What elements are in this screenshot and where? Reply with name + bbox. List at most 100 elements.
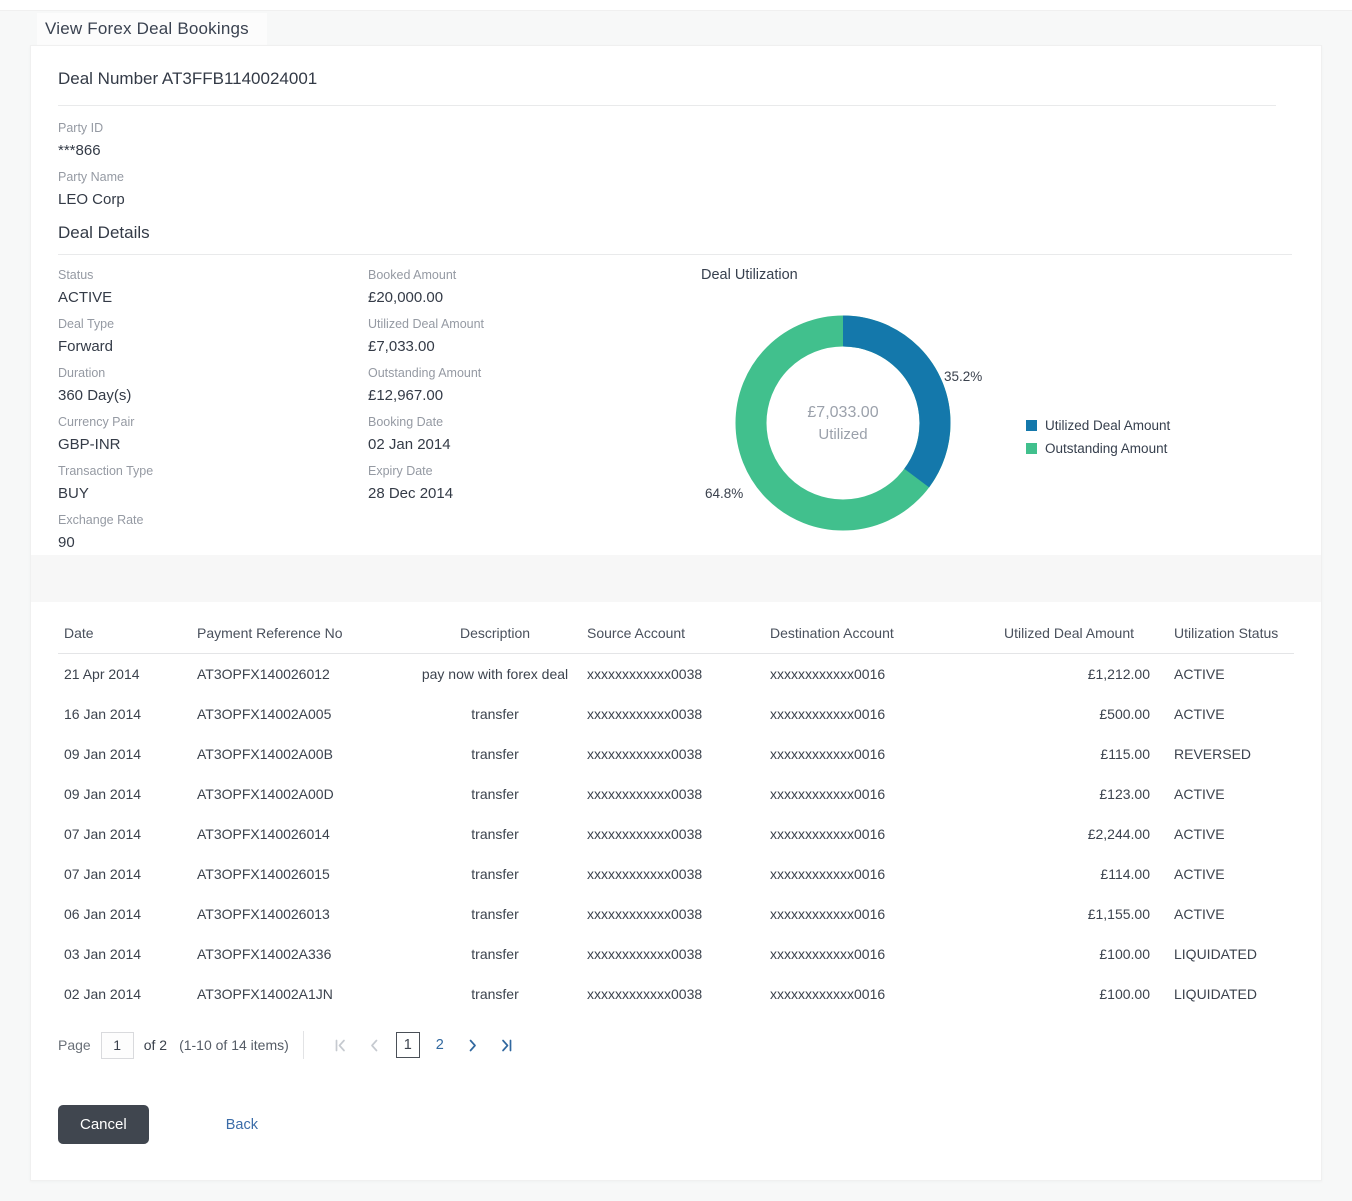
page-title-tab: View Forex Deal Bookings <box>37 13 267 46</box>
field-party-id: Party ID ***866 <box>58 120 1294 161</box>
cell-utilized-amount: £100.00 <box>1099 946 1150 962</box>
cell-utilized-amount: £500.00 <box>1099 706 1150 722</box>
booking-date-value: 02 Jan 2014 <box>368 436 451 453</box>
top-bar <box>0 0 1352 11</box>
page-title: View Forex Deal Bookings <box>45 19 249 38</box>
currency-pair-label: Currency Pair <box>58 415 135 429</box>
deal-type-label: Deal Type <box>58 317 115 331</box>
outstanding-pct-label: 64.8% <box>705 486 744 501</box>
cell-utilized-amount: £114.00 <box>1100 866 1150 882</box>
page-number-2[interactable]: 2 <box>435 1037 444 1053</box>
table-row: 07 Jan 2014 AT3OPFX140026015 transfer xx… <box>58 854 1294 894</box>
deal-details-heading: Deal Details <box>58 223 150 242</box>
table-row: 03 Jan 2014 AT3OPFX14002A336 transfer xx… <box>58 934 1294 974</box>
deal-number-heading: Deal Number AT3FFB1140024001 <box>58 69 318 88</box>
exchange-rate-label: Exchange Rate <box>58 513 144 527</box>
cell-source-account: xxxxxxxxxxxx0038 <box>587 746 703 762</box>
status-label: Status <box>58 268 94 282</box>
cell-description: transfer <box>471 866 519 882</box>
pagination: Page of 2 (1-10 of 14 items) 1 2 <box>58 1030 1294 1060</box>
booked-amount-value: £20,000.00 <box>368 289 444 306</box>
field-booking-date: Booking Date 02 Jan 2014 <box>368 414 648 455</box>
field-outstanding-amount: Outstanding Amount £12,967.00 <box>368 365 648 406</box>
next-page-icon[interactable] <box>461 1032 485 1058</box>
cell-utilization-status: ACTIVE <box>1174 786 1225 802</box>
cell-payment-ref: AT3OPFX14002A00B <box>197 746 333 762</box>
last-page-icon[interactable] <box>495 1032 519 1058</box>
transactions-table: Date Payment Reference No Description So… <box>31 602 1321 1060</box>
cancel-button[interactable]: Cancel <box>58 1105 149 1144</box>
party-id-value: ***866 <box>58 142 101 159</box>
utilized-swatch-icon <box>1026 420 1037 431</box>
first-page-icon[interactable] <box>329 1032 353 1058</box>
party-name-value: LEO Corp <box>58 191 125 208</box>
cell-utilization-status: REVERSED <box>1174 746 1252 762</box>
cell-destination-account: xxxxxxxxxxxx0016 <box>770 746 886 762</box>
cell-date: 09 Jan 2014 <box>64 746 142 762</box>
details-left-column: Status ACTIVE Deal Type Forward Duration… <box>58 267 338 561</box>
table-row: 06 Jan 2014 AT3OPFX140026013 transfer xx… <box>58 894 1294 934</box>
content-card: Deal Number AT3FFB1140024001 Party ID **… <box>30 45 1322 1181</box>
cell-source-account: xxxxxxxxxxxx0038 <box>587 666 703 682</box>
cell-destination-account: xxxxxxxxxxxx0016 <box>770 666 886 682</box>
col-header-source-account: Source Account <box>587 624 686 641</box>
cell-source-account: xxxxxxxxxxxx0038 <box>587 906 703 922</box>
cell-source-account: xxxxxxxxxxxx0038 <box>587 786 703 802</box>
cell-destination-account: xxxxxxxxxxxx0016 <box>770 946 886 962</box>
cell-destination-account: xxxxxxxxxxxx0016 <box>770 826 886 842</box>
prev-page-icon[interactable] <box>363 1032 387 1058</box>
expiry-date-value: 28 Dec 2014 <box>368 485 454 502</box>
pagination-nav: 1 2 <box>324 1032 524 1058</box>
cell-description: transfer <box>471 946 519 962</box>
outstanding-swatch-icon <box>1026 443 1037 454</box>
field-status: Status ACTIVE <box>58 267 338 308</box>
cell-description: transfer <box>471 746 519 762</box>
page-number-1[interactable]: 1 <box>395 1032 420 1058</box>
legend-label-utilized: Utilized Deal Amount <box>1045 418 1171 433</box>
legend-item-utilized: Utilized Deal Amount <box>1026 414 1170 437</box>
cell-date: 06 Jan 2014 <box>64 906 142 922</box>
col-header-destination-account: Destination Account <box>770 624 894 641</box>
cell-utilization-status: LIQUIDATED <box>1174 946 1257 962</box>
col-header-utilized-amount: Utilized Deal Amount <box>1004 624 1134 641</box>
table-header-row: Date Payment Reference No Description So… <box>58 612 1294 654</box>
cell-source-account: xxxxxxxxxxxx0038 <box>587 706 703 722</box>
chart-title: Deal Utilization <box>701 267 798 283</box>
cell-utilization-status: ACTIVE <box>1174 666 1225 682</box>
cell-destination-account: xxxxxxxxxxxx0016 <box>770 866 886 882</box>
cell-payment-ref: AT3OPFX140026012 <box>197 666 330 682</box>
cell-date: 21 Apr 2014 <box>64 666 140 682</box>
page-number-input[interactable] <box>100 1031 134 1059</box>
cell-utilization-status: ACTIVE <box>1174 706 1225 722</box>
field-currency-pair: Currency Pair GBP-INR <box>58 414 338 455</box>
field-deal-type: Deal Type Forward <box>58 316 338 357</box>
field-duration: Duration 360 Day(s) <box>58 365 338 406</box>
cell-utilized-amount: £100.00 <box>1099 986 1150 1002</box>
col-header-date: Date <box>64 624 94 641</box>
cell-payment-ref: AT3OPFX14002A336 <box>197 946 332 962</box>
cell-payment-ref: AT3OPFX140026013 <box>197 906 330 922</box>
cell-utilized-amount: £1,155.00 <box>1087 906 1150 922</box>
field-transaction-type: Transaction Type BUY <box>58 463 338 504</box>
cell-utilized-amount: £123.00 <box>1099 786 1150 802</box>
back-link[interactable]: Back <box>225 1116 258 1133</box>
cell-date: 09 Jan 2014 <box>64 786 142 802</box>
cell-utilized-amount: £1,212.00 <box>1087 666 1150 682</box>
party-id-label: Party ID <box>58 121 104 135</box>
currency-pair-value: GBP-INR <box>58 436 121 453</box>
col-header-utilization-status: Utilization Status <box>1174 624 1279 641</box>
deal-details-section: Status ACTIVE Deal Type Forward Duration… <box>58 267 1294 555</box>
cell-source-account: xxxxxxxxxxxx0038 <box>587 986 703 1002</box>
cell-payment-ref: AT3OPFX14002A1JN <box>197 986 333 1002</box>
field-booked-amount: Booked Amount £20,000.00 <box>368 267 648 308</box>
cell-destination-account: xxxxxxxxxxxx0016 <box>770 986 886 1002</box>
legend-item-outstanding: Outstanding Amount <box>1026 437 1170 460</box>
table-row: 02 Jan 2014 AT3OPFX14002A1JN transfer xx… <box>58 974 1294 1014</box>
cell-utilization-status: ACTIVE <box>1174 906 1225 922</box>
col-header-payment-ref: Payment Reference No <box>197 624 343 641</box>
cell-utilization-status: ACTIVE <box>1174 866 1225 882</box>
party-name-label: Party Name <box>58 170 124 184</box>
cell-description: pay now with forex deal <box>421 666 569 682</box>
cell-description: transfer <box>471 826 519 842</box>
cell-date: 16 Jan 2014 <box>64 706 142 722</box>
